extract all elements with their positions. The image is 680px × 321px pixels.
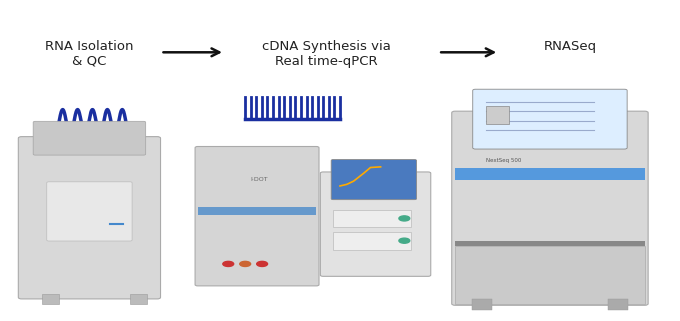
FancyBboxPatch shape (47, 182, 132, 241)
Circle shape (399, 216, 410, 221)
Bar (42, 294, 59, 304)
Bar (455, 241, 645, 247)
Circle shape (223, 261, 234, 266)
Text: RNASeq: RNASeq (544, 39, 597, 53)
Text: I·DOT: I·DOT (250, 177, 267, 182)
FancyBboxPatch shape (331, 160, 417, 200)
FancyBboxPatch shape (452, 111, 648, 305)
Bar (130, 294, 147, 304)
Circle shape (257, 261, 267, 266)
FancyBboxPatch shape (33, 121, 146, 155)
Bar (198, 207, 316, 215)
Circle shape (240, 261, 251, 266)
Bar (455, 169, 645, 179)
Bar (333, 232, 411, 250)
FancyBboxPatch shape (18, 137, 160, 299)
Bar (607, 299, 628, 310)
Bar (472, 299, 492, 310)
Circle shape (399, 238, 410, 243)
Text: cDNA Synthesis via
Real time-qPCR: cDNA Synthesis via Real time-qPCR (262, 39, 391, 68)
FancyBboxPatch shape (320, 172, 430, 276)
FancyBboxPatch shape (473, 89, 627, 149)
Text: NextSeq 500: NextSeq 500 (486, 158, 521, 163)
FancyBboxPatch shape (195, 146, 319, 286)
Bar (486, 106, 509, 124)
Bar (455, 247, 645, 304)
Bar (333, 210, 411, 227)
Text: RNA Isolation
& QC: RNA Isolation & QC (45, 39, 134, 68)
